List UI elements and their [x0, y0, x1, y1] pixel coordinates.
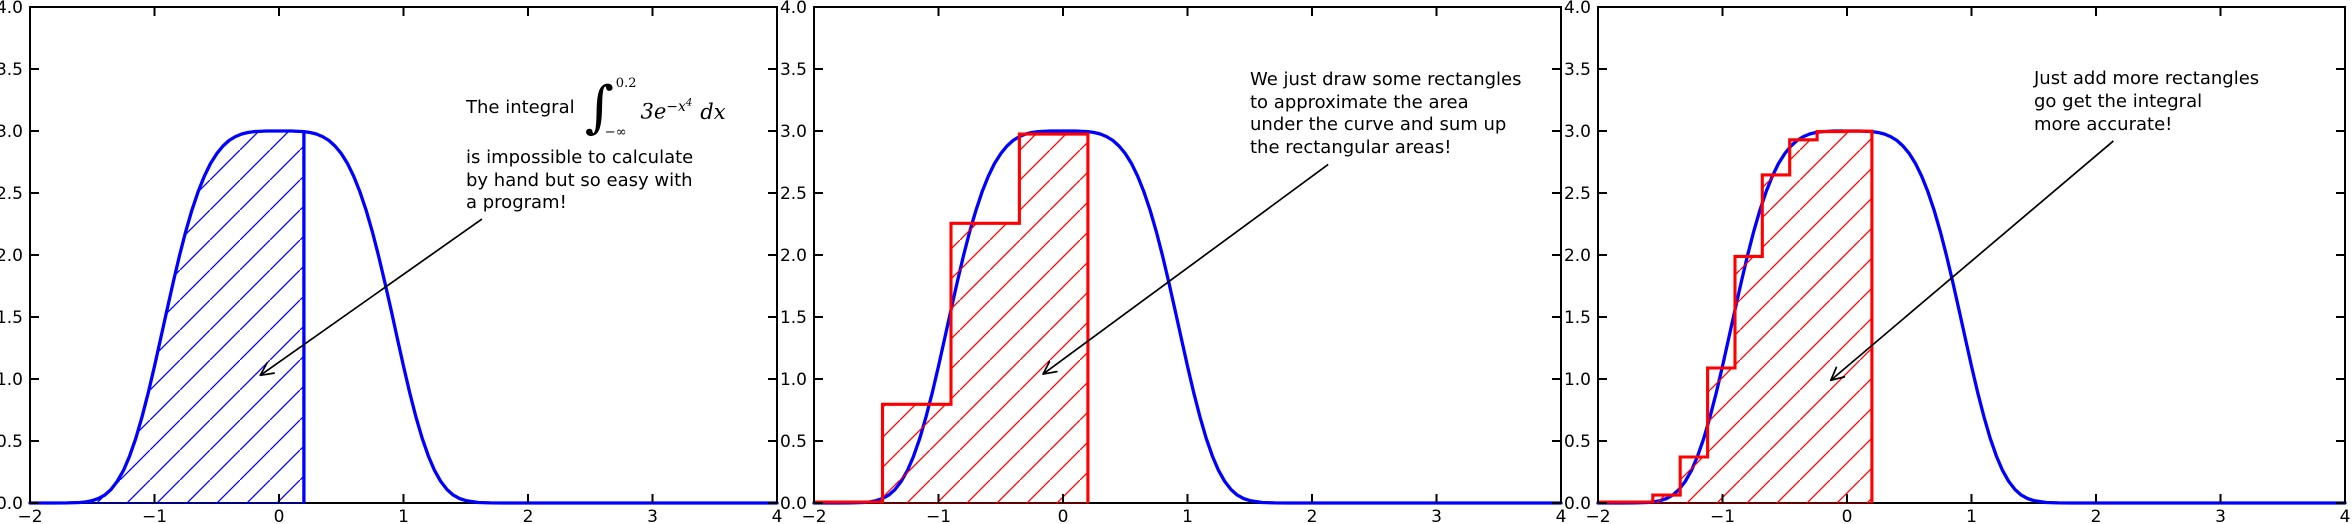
y-tick-label: 1.5 — [0, 308, 23, 328]
annotation-text-line: under the curve and sum up — [1250, 114, 1507, 135]
annotation-text-line: Just add more rectangles — [2034, 68, 2260, 89]
axis-ticks: −2 −1 0 1 2 3 4 0.0 0.5 1.0 1.5 2.0 2.5 3.0 3.5 4.0 — [780, 0, 1566, 524]
y-tick-label: 2.5 — [0, 184, 23, 204]
y-tick-label: 0.0 — [0, 494, 23, 514]
annotation-text-line: We just draw some rectangles — [1250, 69, 1522, 90]
integrand: 3e−x4 dx — [640, 97, 726, 125]
x-tick-label: 0 — [1842, 507, 1853, 524]
annotation-text-line: by hand but so easy with — [466, 169, 693, 191]
y-tick-label: 2.0 — [1564, 246, 1591, 266]
annotation-fine-rectangles: Just add more rectangles go get the inte… — [2034, 67, 2259, 136]
annotation-arrow — [259, 218, 483, 377]
x-tick-label: 1 — [398, 507, 409, 524]
x-tick-label: −1 — [1710, 507, 1735, 524]
integral-expression: The integral ∫ 0.2 −∞ 3e−x4 dx — [466, 69, 726, 147]
annotation-text-line: a program! — [466, 192, 567, 213]
subplot-exact-integral: −2 −1 0 1 2 3 4 0.0 0.5 1.0 1.5 2.0 2.5 3.0 3.5 4.0 — [0, 0, 782, 524]
y-tick-label: 1.0 — [1564, 370, 1591, 390]
y-tick-label: 1.5 — [1564, 308, 1591, 328]
subplot-fine-riemann-rectangles: −2 −1 0 1 2 3 4 0.0 0.5 1.0 1.5 2.0 2.5 3.0 3.5 4.0 — [1564, 0, 2350, 524]
x-tick-label: 3 — [1431, 507, 1442, 524]
integral-lower-limit: −∞ — [604, 125, 627, 140]
y-tick-label: 3.0 — [1564, 122, 1591, 142]
x-tick-label: 4 — [772, 507, 783, 524]
annotation-text-line: go get the integral — [2034, 91, 2203, 112]
x-tick-label: 2 — [1307, 507, 1318, 524]
y-tick-label: 4.0 — [1564, 0, 1591, 18]
y-tick-label: 1.5 — [780, 308, 807, 328]
x-tick-label: 1 — [1182, 507, 1193, 524]
y-tick-label: 2.0 — [780, 246, 807, 266]
x-tick-label: −1 — [142, 507, 167, 524]
y-tick-label: 2.5 — [1564, 184, 1591, 204]
y-tick-label: 2.0 — [0, 246, 23, 266]
y-tick-label: 3.0 — [780, 122, 807, 142]
x-tick-label: 3 — [2215, 507, 2226, 524]
y-tick-label: 0.0 — [780, 494, 807, 514]
x-tick-label: 4 — [2340, 507, 2351, 524]
x-tick-label: −2 — [17, 507, 42, 524]
x-tick-label: 2 — [523, 507, 534, 524]
y-tick-label: 3.5 — [780, 60, 807, 80]
x-tick-label: 4 — [1556, 507, 1567, 524]
y-tick-label: 2.5 — [780, 184, 807, 204]
x-tick-label: −1 — [926, 507, 951, 524]
annotation-exact-integral: The integral ∫ 0.2 −∞ 3e−x4 dx is impossi… — [466, 69, 726, 215]
y-tick-label: 1.0 — [780, 370, 807, 390]
y-tick-label: 3.5 — [1564, 60, 1591, 80]
y-tick-label: 0.5 — [780, 432, 807, 452]
annotation-text-line: to approximate the area — [1250, 91, 1469, 113]
integral-upper-limit: 0.2 — [615, 76, 637, 91]
y-tick-label: 3.0 — [0, 122, 23, 142]
riemann-rectangles-outline — [1598, 129, 1874, 504]
x-tick-label: 0 — [1058, 507, 1069, 524]
annotation-arrow — [1042, 163, 1329, 375]
annotation-text-line: more accurate! — [2034, 114, 2173, 135]
x-tick-label: 2 — [2091, 507, 2102, 524]
y-tick-label: 4.0 — [780, 0, 807, 18]
axis-ticks: −2 −1 0 1 2 3 4 0.0 0.5 1.0 1.5 2.0 2.5 3.0 3.5 4.0 — [1564, 0, 2350, 524]
axis-ticks: −2 −1 0 1 2 3 4 0.0 0.5 1.0 1.5 2.0 2.5 3.0 3.5 4.0 — [0, 0, 782, 524]
subplot-coarse-riemann-rectangles: −2 −1 0 1 2 3 4 0.0 0.5 1.0 1.5 2.0 2.5 3.0 3.5 4.0 — [780, 0, 1566, 524]
x-tick-label: 0 — [274, 507, 285, 524]
y-tick-label: 3.5 — [0, 60, 23, 80]
annotation-text-line: is impossible to calculate — [466, 147, 694, 168]
integral-sign: ∫ 0.2 −∞ — [584, 75, 637, 140]
y-tick-label: 0.5 — [0, 432, 23, 452]
x-tick-label: −2 — [1585, 507, 1610, 524]
y-tick-label: 1.0 — [0, 370, 23, 390]
annotation-coarse-rectangles: We just draw some rectangles to approxim… — [1250, 69, 1521, 159]
y-tick-label: 0.5 — [1564, 432, 1591, 452]
x-tick-label: −2 — [801, 507, 826, 524]
annotation-arrow — [1829, 140, 2114, 382]
integral-prefix-text: The integral — [466, 96, 575, 118]
x-tick-label: 3 — [647, 507, 658, 524]
riemann-rectangles-outline — [814, 132, 1090, 504]
annotation-text-line: the rectangular areas! — [1250, 136, 1452, 158]
function-curve — [28, 129, 779, 505]
y-tick-label: 0.0 — [1564, 494, 1591, 514]
x-tick-label: 1 — [1966, 507, 1977, 524]
y-tick-label: 4.0 — [0, 0, 23, 18]
